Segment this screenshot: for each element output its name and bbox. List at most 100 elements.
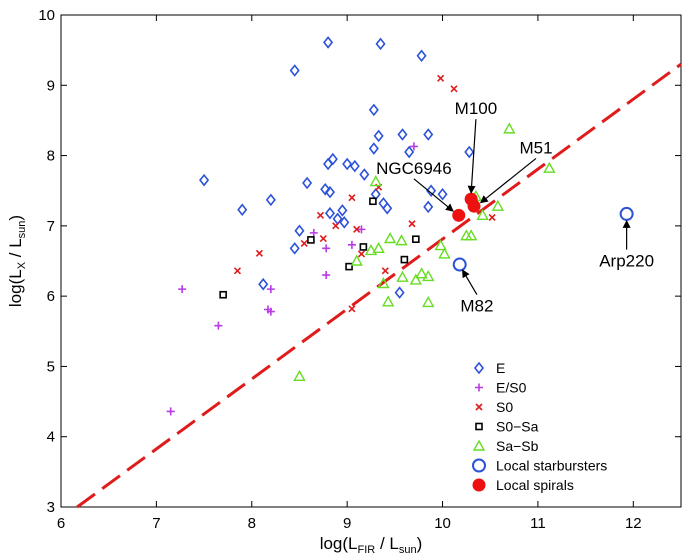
point-e bbox=[349, 159, 360, 173]
x-tick-label: 12 bbox=[625, 515, 642, 532]
point-s0 bbox=[348, 305, 356, 313]
point-sa-sb bbox=[491, 199, 505, 211]
point-sa-sb bbox=[476, 208, 489, 221]
y-tick-label: 7 bbox=[47, 218, 55, 235]
annotation-ngc6946: NGC6946 bbox=[376, 159, 452, 178]
point-e-s0 bbox=[266, 285, 275, 294]
annotation-m82: M82 bbox=[460, 297, 493, 316]
point-e bbox=[397, 128, 408, 141]
point-e-s0 bbox=[178, 285, 187, 294]
point-e bbox=[416, 49, 427, 63]
point-e-s0 bbox=[409, 142, 418, 151]
point-s0 bbox=[316, 211, 325, 219]
point-e bbox=[359, 168, 370, 181]
axis-ticks: 6 7 8 9 10 11 12 3 4 5 6 7 8 9 10 bbox=[38, 7, 681, 532]
point-s0-sa bbox=[369, 197, 377, 206]
x-axis-label: log(LFIR / Lsun) bbox=[320, 534, 423, 556]
point-e bbox=[382, 202, 393, 215]
point-s0 bbox=[332, 222, 340, 230]
point-e bbox=[337, 204, 348, 217]
point-e bbox=[237, 203, 248, 216]
point-e bbox=[404, 145, 415, 159]
point-e bbox=[327, 152, 338, 166]
legend-label: Local spirals bbox=[496, 477, 574, 493]
point-e bbox=[373, 129, 384, 143]
annotation-arrow-m100 bbox=[467, 119, 477, 194]
x-tick-label: 10 bbox=[434, 515, 451, 532]
y-tick-label: 10 bbox=[38, 7, 55, 24]
point-sa-sb bbox=[434, 239, 447, 251]
point-e-s0 bbox=[347, 240, 356, 249]
annotation-m51: M51 bbox=[519, 138, 552, 157]
point-local-spirals bbox=[452, 208, 466, 222]
legend-marker-open-circle bbox=[472, 458, 486, 473]
legend-label: Sa−Sb bbox=[496, 438, 539, 454]
point-s0 bbox=[348, 194, 356, 202]
plot-area-frame bbox=[60, 14, 682, 508]
point-sa-sb bbox=[395, 234, 408, 246]
point-local-starbursters bbox=[452, 257, 467, 272]
y-tick-label: 9 bbox=[47, 77, 55, 94]
y-tick-label: 4 bbox=[47, 429, 55, 446]
point-e bbox=[294, 224, 305, 238]
point-s0-sa bbox=[400, 255, 409, 264]
y-tick-label: 8 bbox=[47, 148, 55, 165]
point-local-starbursters bbox=[619, 206, 634, 221]
point-sa-sb bbox=[369, 175, 382, 187]
point-e bbox=[289, 64, 300, 77]
point-e bbox=[342, 157, 353, 171]
point-s0 bbox=[450, 85, 458, 93]
point-e-s0 bbox=[266, 307, 275, 316]
point-s0-sa bbox=[412, 235, 420, 244]
legend-marker-plus bbox=[475, 383, 483, 392]
point-sa-sb bbox=[438, 247, 451, 259]
point-e bbox=[289, 242, 300, 255]
point-e bbox=[423, 128, 434, 141]
legend-marker-square bbox=[475, 422, 483, 431]
annotation-arrow-ngc6946 bbox=[413, 178, 454, 212]
point-sa-sb bbox=[293, 369, 306, 381]
point-e bbox=[302, 176, 313, 190]
point-e bbox=[394, 286, 405, 299]
point-e bbox=[265, 193, 276, 207]
point-sa-sb bbox=[464, 229, 478, 241]
point-sa-sb bbox=[383, 232, 397, 244]
point-s0 bbox=[319, 234, 327, 243]
point-e bbox=[368, 142, 379, 155]
point-e bbox=[324, 185, 336, 199]
point-s0-sa bbox=[345, 262, 353, 271]
y-axis-label: log(LX / Lsun) bbox=[6, 215, 28, 307]
point-sa-sb bbox=[372, 241, 385, 254]
point-sa-sb bbox=[364, 244, 378, 256]
point-s0 bbox=[300, 239, 308, 247]
legend-label: Local starbursters bbox=[496, 458, 607, 474]
point-sa-sb bbox=[350, 254, 363, 266]
point-s0 bbox=[488, 213, 496, 221]
y-tick-label: 5 bbox=[47, 358, 55, 375]
point-sa-sb bbox=[396, 270, 409, 282]
point-e bbox=[368, 103, 379, 117]
point-local-spirals bbox=[467, 199, 481, 213]
point-s0 bbox=[437, 74, 445, 82]
point-e-s0 bbox=[357, 225, 366, 234]
legend-marker-triangle bbox=[472, 439, 486, 451]
x-tick-label: 8 bbox=[248, 515, 256, 532]
x-tick-label: 7 bbox=[152, 515, 160, 532]
point-e-s0 bbox=[322, 271, 331, 280]
point-sa-sb bbox=[381, 295, 395, 307]
y-tick-label: 3 bbox=[47, 499, 55, 516]
legend-marker-filled-circle bbox=[472, 478, 486, 492]
x-tick-label: 6 bbox=[57, 515, 65, 532]
point-e bbox=[324, 206, 336, 220]
point-s0-sa bbox=[219, 290, 227, 299]
point-e-s0 bbox=[309, 228, 318, 237]
point-e bbox=[423, 200, 434, 214]
point-e-s0 bbox=[166, 407, 175, 416]
x-tick-label: 11 bbox=[530, 515, 546, 532]
point-sa-sb bbox=[415, 267, 428, 279]
legend-label: S0−Sa bbox=[496, 419, 539, 435]
point-e bbox=[426, 184, 437, 197]
point-s0-sa bbox=[307, 236, 315, 244]
legend-marker-x bbox=[475, 403, 483, 411]
point-e bbox=[375, 37, 386, 51]
